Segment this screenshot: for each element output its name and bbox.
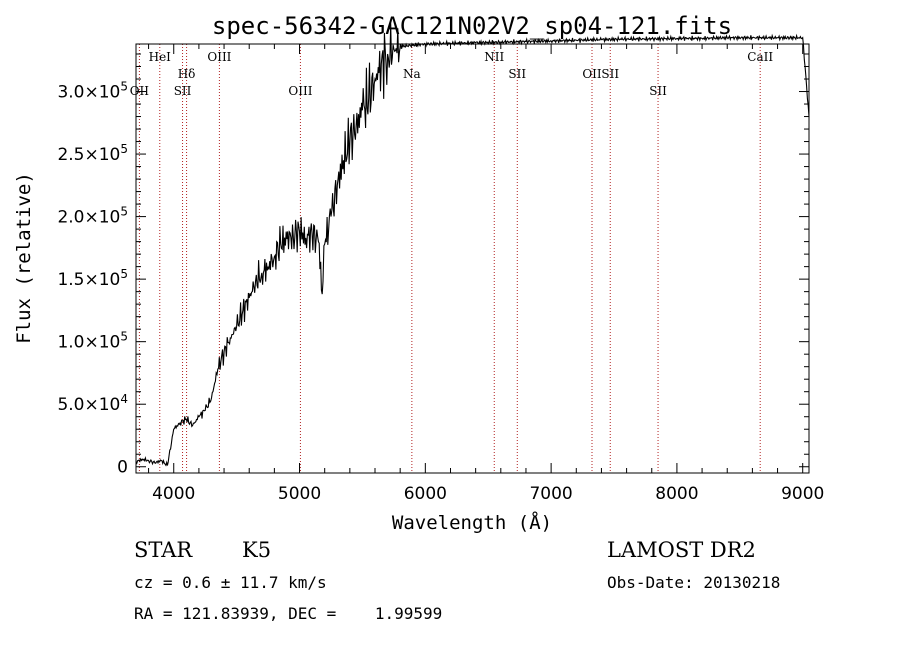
y-tick-label: 5.0×104 (57, 392, 128, 415)
spectral-line-label: SII (649, 84, 667, 98)
spectral-line-label: HeI (149, 50, 172, 64)
x-tick-label: 6000 (404, 484, 447, 504)
x-tick-label: 4000 (152, 484, 195, 504)
x-tick-label: 8000 (655, 484, 698, 504)
y-tick-label: 1.5×105 (57, 267, 128, 290)
spectral-line-label: CaII (747, 50, 773, 64)
observation-date: Obs-Date: 20130218 (607, 573, 781, 592)
axis-ticks-layer: 4000 5000 6000 7000 8000 9000 0 5.0×104 1.0×105 1… (57, 44, 824, 504)
x-axis-label: Wavelength (Å) (392, 511, 552, 534)
spectral-line-label: SII (601, 67, 619, 81)
chart-title: spec-56342-GAC121N02V2_sp04-121.fits (212, 12, 732, 40)
spectrum-series-line (135, 23, 810, 467)
spectral-line-label: OII (582, 67, 602, 81)
spectral-line-label: OII (130, 84, 150, 98)
x-tick-label: 5000 (278, 484, 321, 504)
spectral-line-label: Hδ (178, 67, 196, 81)
spectral-line-label: OIII (207, 50, 231, 64)
spectral-line-label: SII (508, 67, 526, 81)
y-tick-label: 3.0×105 (57, 80, 128, 103)
spectral-line-label: Na (403, 67, 421, 81)
object-subclass: K5 (242, 538, 272, 562)
coordinates: RA = 121.83939, DEC = 1.99599 (134, 604, 443, 623)
y-tick-label: 0 (117, 458, 128, 478)
spectral-line-label: OIII (288, 84, 312, 98)
x-tick-label: 9000 (781, 484, 824, 504)
object-class: STAR (134, 538, 193, 562)
y-tick-label: 2.0×105 (57, 205, 128, 228)
plot-frame (135, 43, 810, 474)
y-axis-label: Flux (relative) (13, 172, 35, 344)
y-tick-label: 1.0×105 (57, 330, 128, 353)
x-tick-label: 7000 (529, 484, 572, 504)
spectral-line-label: NII (484, 50, 504, 64)
redshift-cz: cz = 0.6 ± 11.7 km/s (134, 573, 327, 592)
spectral-line-label: SII (174, 84, 192, 98)
y-tick-label: 2.5×105 (57, 142, 128, 165)
survey-name: LAMOST DR2 (607, 538, 756, 562)
